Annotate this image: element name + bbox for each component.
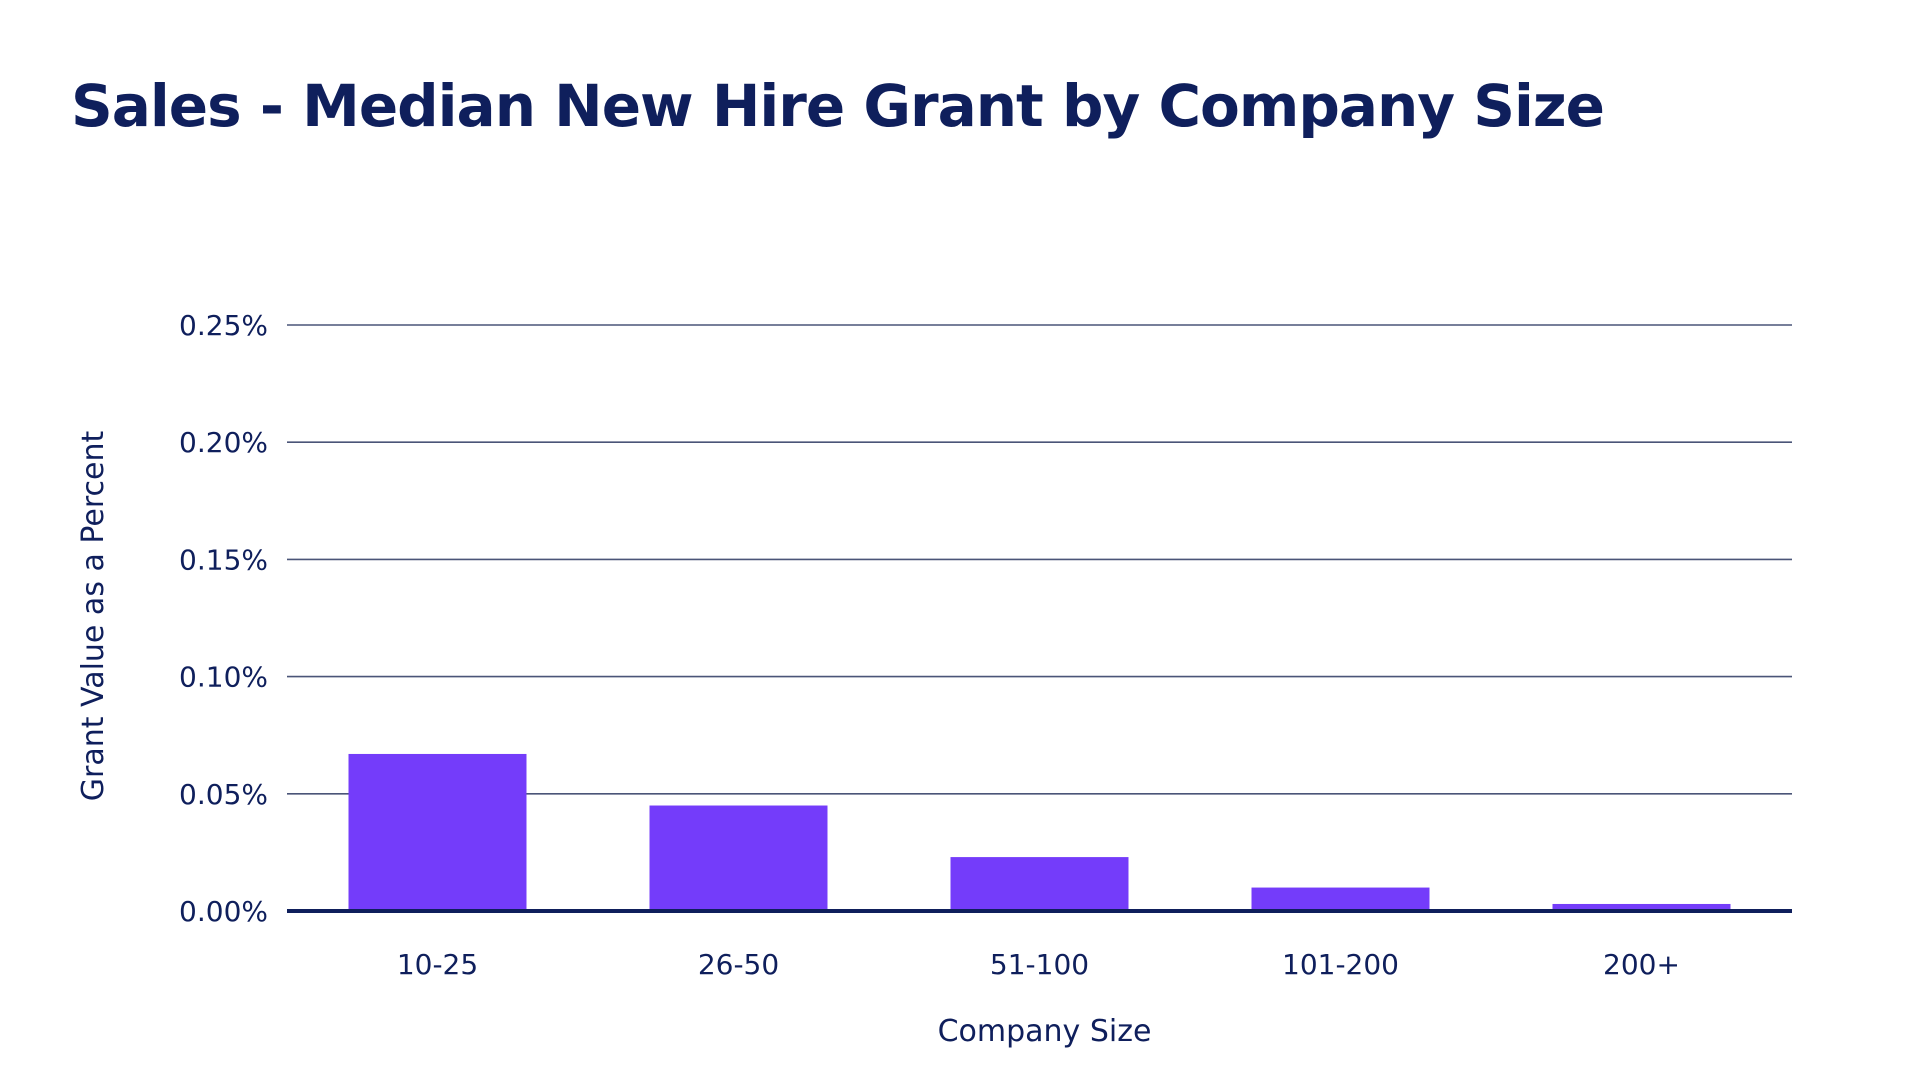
x-axis-tick-labels: 10-25 26-50 51-100 101-200 200+ bbox=[397, 948, 1680, 981]
y-tick-label: 0.05% bbox=[179, 778, 268, 811]
y-tick-label: 0.15% bbox=[179, 543, 268, 576]
x-axis-label: Company Size bbox=[938, 1014, 1152, 1049]
x-tick-label: 200+ bbox=[1603, 948, 1680, 981]
x-tick-label: 101-200 bbox=[1282, 948, 1399, 981]
bar-10-25 bbox=[348, 753, 527, 911]
y-axis-label: Grant Value as a Percent bbox=[76, 430, 111, 801]
x-tick-label: 51-100 bbox=[990, 948, 1089, 981]
y-axis-tick-labels: 0.00% 0.05% 0.10% 0.15% 0.20% 0.25% bbox=[179, 309, 268, 928]
x-tick-label: 10-25 bbox=[397, 948, 478, 981]
y-tick-label: 0.25% bbox=[179, 309, 268, 342]
bar-101-200 bbox=[1251, 887, 1430, 911]
y-tick-label: 0.20% bbox=[179, 426, 268, 459]
y-tick-label: 0.00% bbox=[179, 895, 268, 928]
x-tick-label: 26-50 bbox=[698, 948, 779, 981]
y-tick-label: 0.10% bbox=[179, 661, 268, 694]
bar-200+ bbox=[1552, 903, 1731, 911]
bar-51-100 bbox=[950, 857, 1129, 911]
bar-26-50 bbox=[649, 805, 828, 911]
gridlines bbox=[287, 324, 1792, 795]
bars bbox=[348, 753, 1731, 911]
chart-title: Sales - Median New Hire Grant by Company… bbox=[71, 72, 1605, 140]
